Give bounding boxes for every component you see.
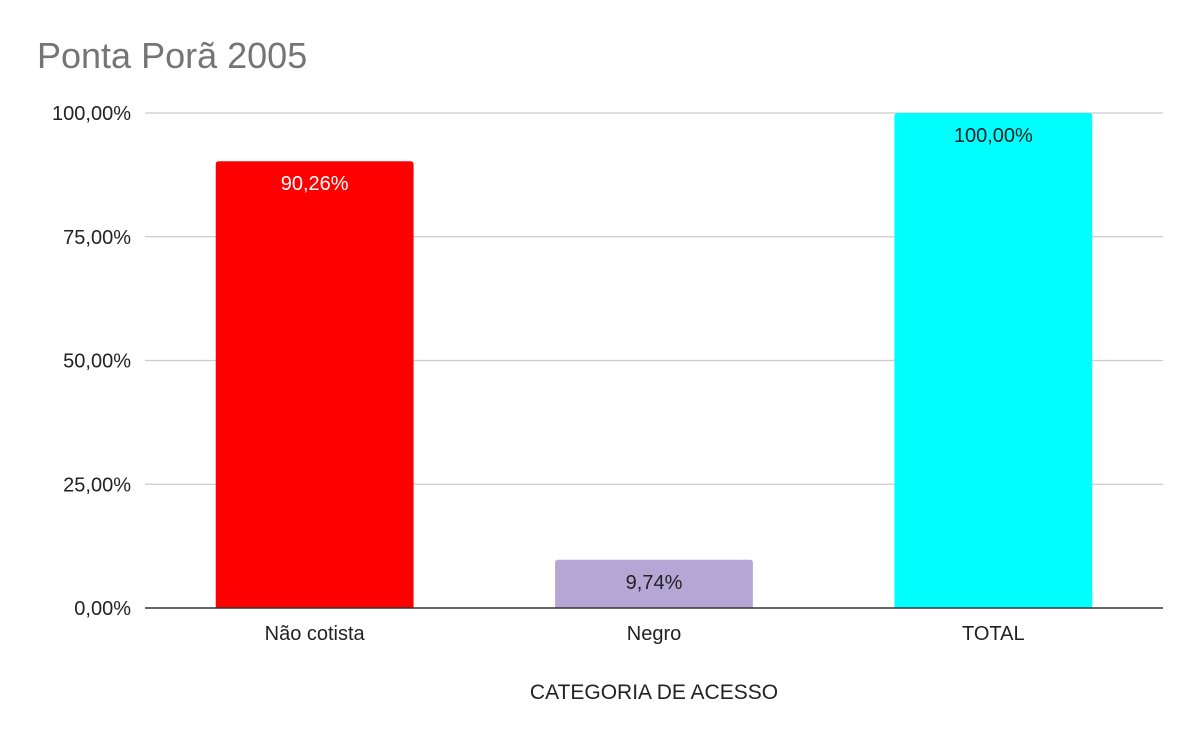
x-axis-tick-labels: Não cotista Negro TOTAL <box>265 623 1025 645</box>
x-tick-label: Negro <box>627 623 681 645</box>
y-tick-label: 100,00% <box>52 103 131 125</box>
y-axis-tick-labels: 0,00% 25,00% 50,00% 75,00% 100,00% <box>52 103 131 620</box>
data-labels: 90,26% 9,74% 100,00% <box>281 125 1033 594</box>
y-tick-label: 75,00% <box>63 227 131 249</box>
bars <box>215 113 1093 608</box>
bar <box>894 113 1093 608</box>
chart-title: Ponta Porã 2005 <box>37 35 307 76</box>
data-label: 90,26% <box>281 173 349 195</box>
y-tick-label: 0,00% <box>74 598 131 620</box>
bar <box>555 559 753 608</box>
x-tick-label: Não cotista <box>265 623 366 645</box>
bar <box>215 161 414 608</box>
x-tick-label: TOTAL <box>962 623 1025 645</box>
y-tick-label: 50,00% <box>63 351 131 373</box>
x-axis-title: CATEGORIA DE ACESSO <box>530 681 778 704</box>
data-label: 9,74% <box>626 572 683 594</box>
y-tick-label: 25,00% <box>63 474 131 496</box>
data-label: 100,00% <box>954 125 1033 147</box>
